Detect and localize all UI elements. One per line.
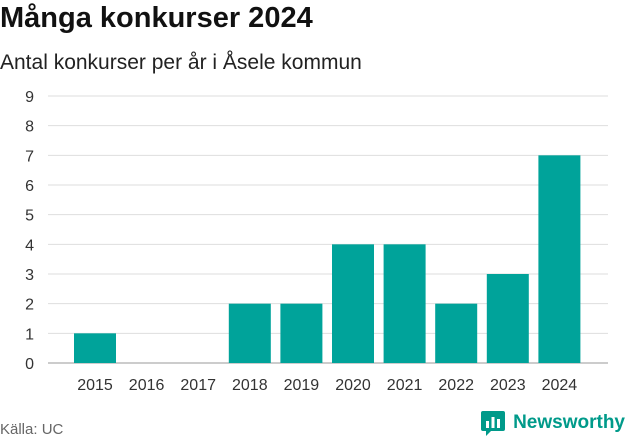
chart-subtitle: Antal konkurser per år i Åsele kommun <box>0 51 362 74</box>
y-tick-label: 4 <box>25 237 34 254</box>
y-tick-label: 6 <box>25 178 34 195</box>
y-tick-label: 0 <box>25 356 34 373</box>
x-tick-label: 2018 <box>232 377 268 394</box>
x-tick-label: 2016 <box>129 377 165 394</box>
brand-name: Newsworthy <box>513 412 625 433</box>
x-tick-label: 2024 <box>542 377 578 394</box>
y-tick-label: 8 <box>25 119 34 136</box>
bar <box>383 244 426 363</box>
bar <box>280 303 323 363</box>
y-tick-label: 1 <box>25 326 34 343</box>
y-tick-label: 7 <box>25 148 34 165</box>
brand-logo: Newsworthy <box>480 409 625 437</box>
bar <box>228 303 271 363</box>
newsworthy-logo-icon <box>481 411 506 436</box>
y-tick-label: 3 <box>25 267 34 284</box>
x-tick-label: 2023 <box>490 377 526 394</box>
source-note: Källa: UC <box>0 421 64 438</box>
y-tick-label: 5 <box>25 208 34 225</box>
bar <box>435 303 478 363</box>
y-tick-label: 2 <box>25 297 34 314</box>
y-tick-label: 9 <box>25 89 34 106</box>
x-tick-label: 2022 <box>438 377 474 394</box>
chart-title: Många konkurser 2024 <box>0 2 313 34</box>
x-tick-label: 2021 <box>387 377 423 394</box>
x-tick-label: 2020 <box>335 377 371 394</box>
x-tick-label: 2017 <box>180 377 216 394</box>
x-tick-label: 2015 <box>77 377 113 394</box>
x-tick-label: 2019 <box>284 377 320 394</box>
bar <box>486 274 529 363</box>
bar <box>538 155 581 363</box>
bar <box>74 333 116 363</box>
bar <box>332 244 374 363</box>
